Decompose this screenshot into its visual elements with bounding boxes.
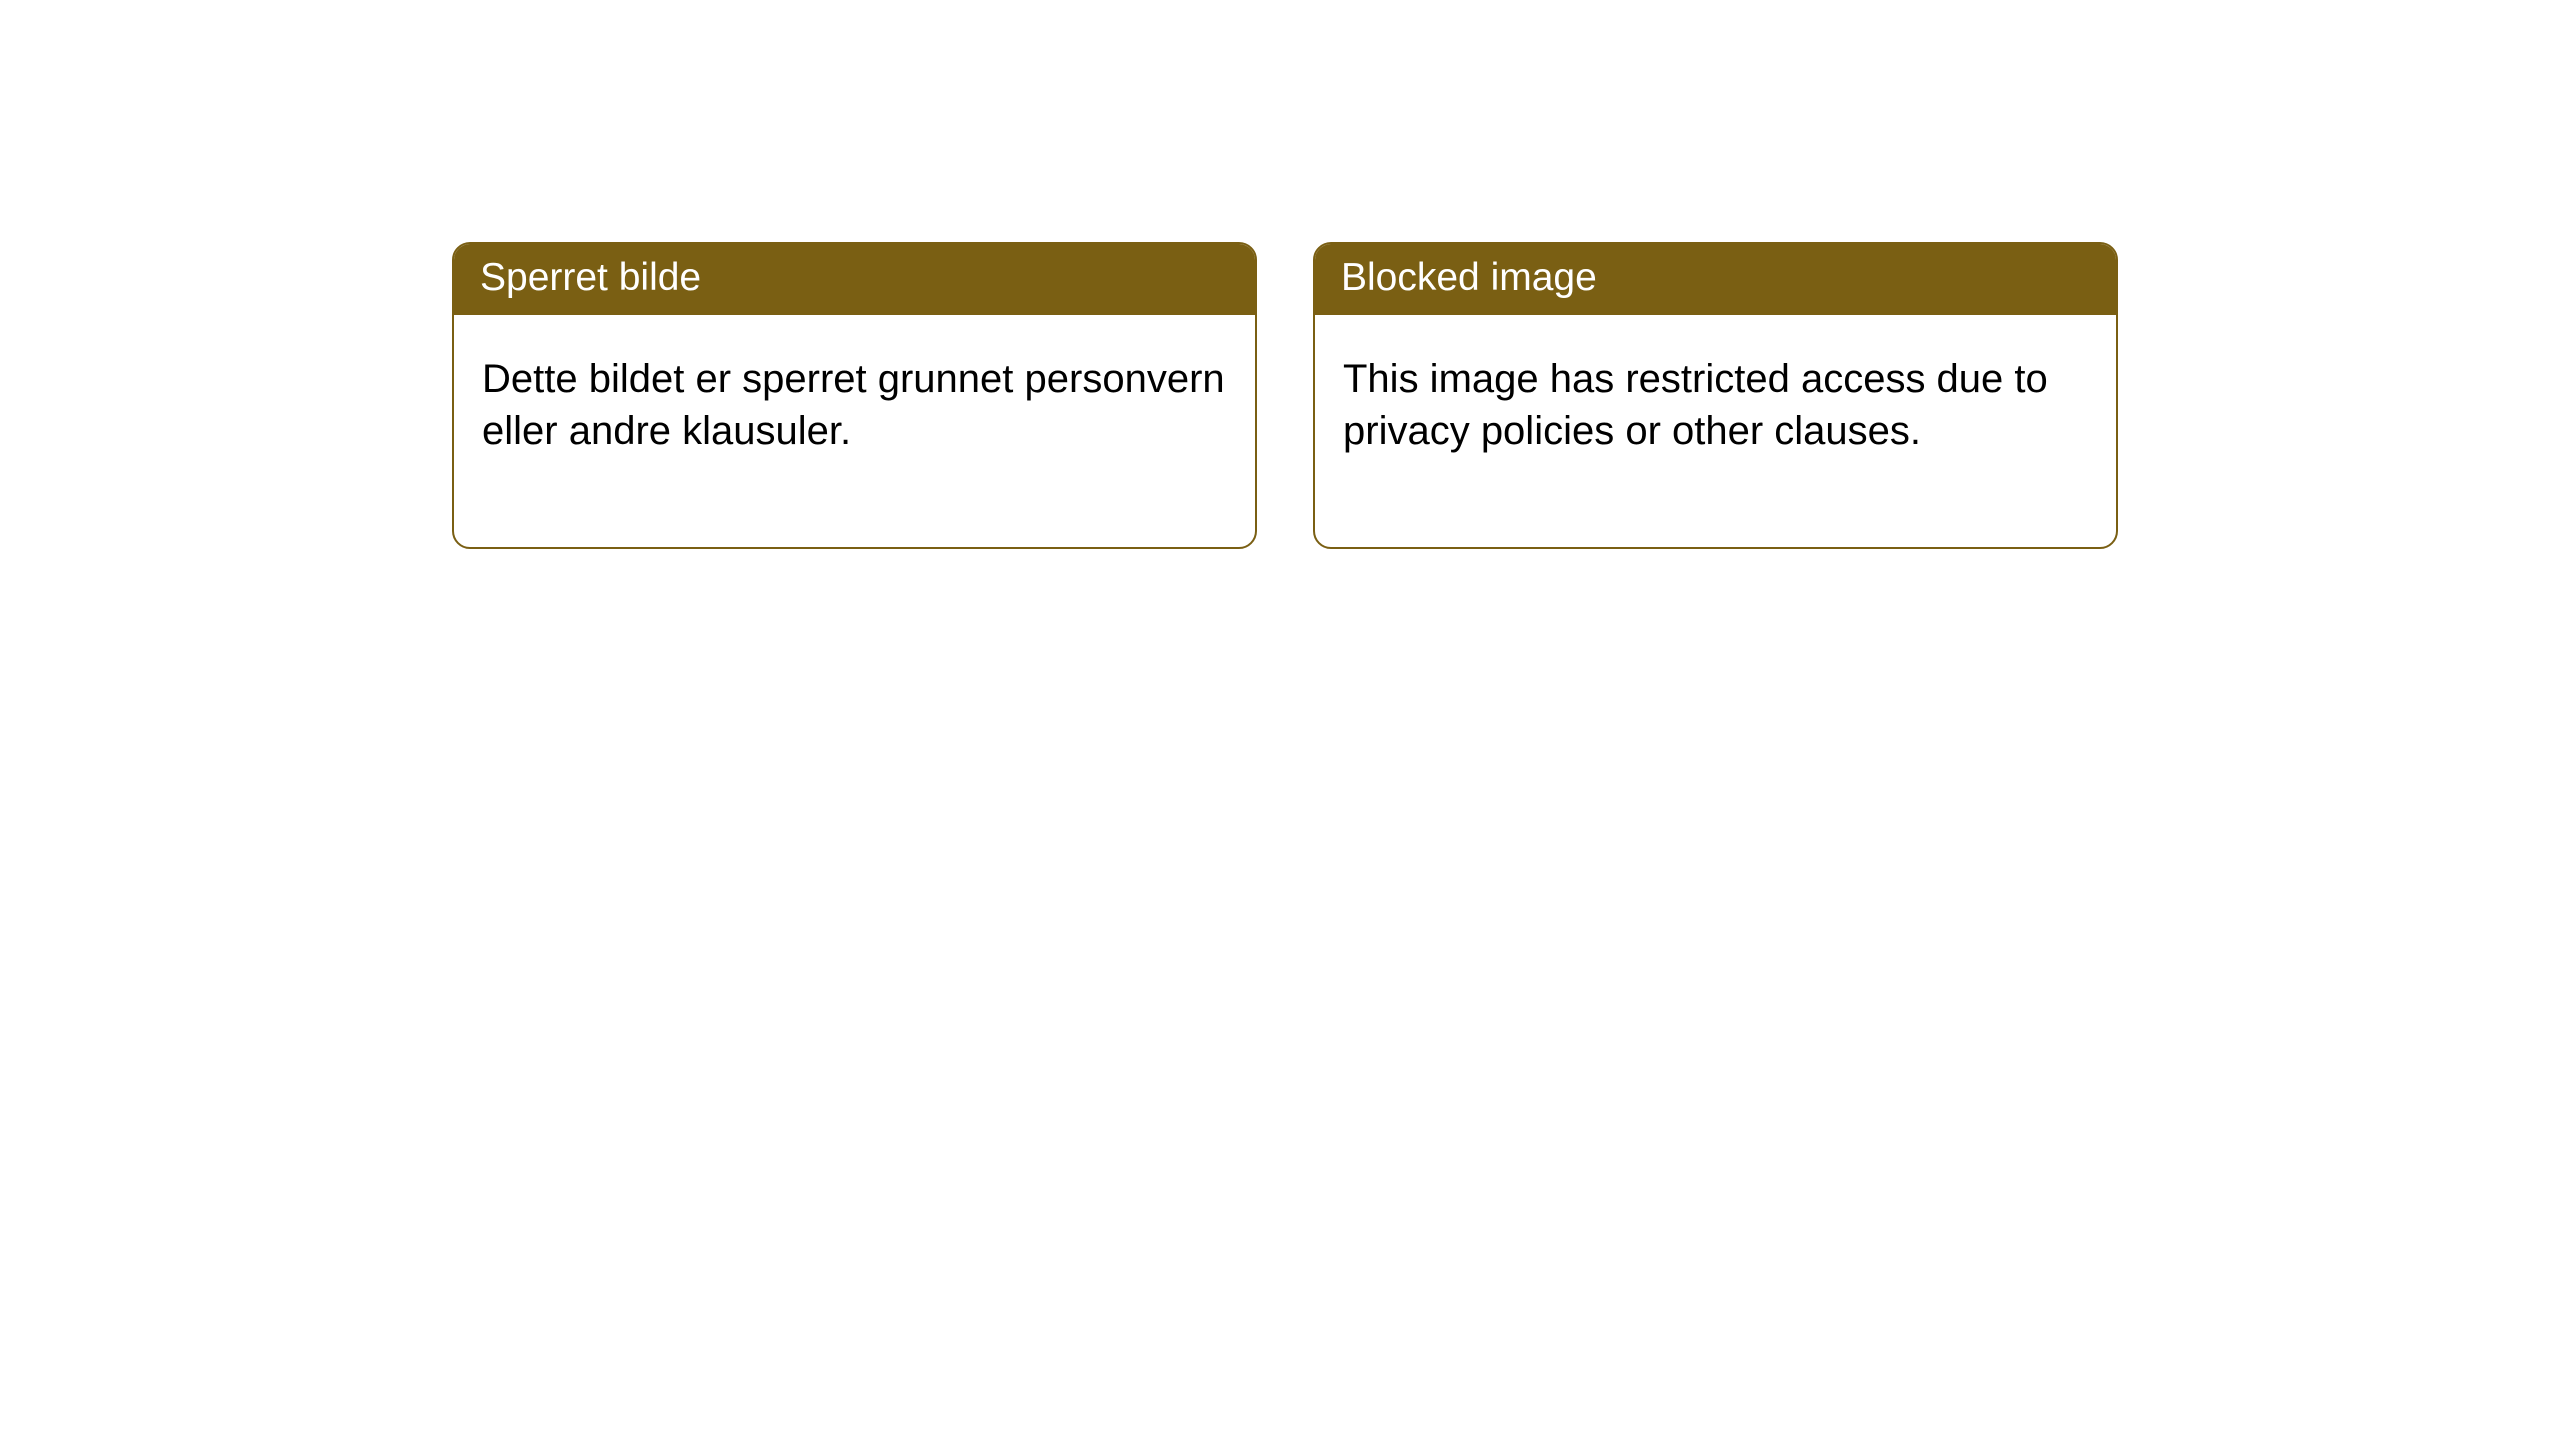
notice-card-header: Blocked image: [1315, 244, 2116, 315]
notice-card-no: Sperret bilde Dette bildet er sperret gr…: [452, 242, 1257, 549]
notice-card-title: Sperret bilde: [480, 256, 701, 299]
notice-card-body: This image has restricted access due to …: [1315, 315, 2116, 547]
notice-card-en: Blocked image This image has restricted …: [1313, 242, 2118, 549]
notice-card-text: Dette bildet er sperret grunnet personve…: [482, 357, 1225, 453]
notice-card-text: This image has restricted access due to …: [1343, 357, 2048, 453]
notice-card-body: Dette bildet er sperret grunnet personve…: [454, 315, 1255, 547]
notice-card-header: Sperret bilde: [454, 244, 1255, 315]
notice-container: Sperret bilde Dette bildet er sperret gr…: [0, 0, 2560, 549]
notice-card-title: Blocked image: [1341, 256, 1597, 299]
